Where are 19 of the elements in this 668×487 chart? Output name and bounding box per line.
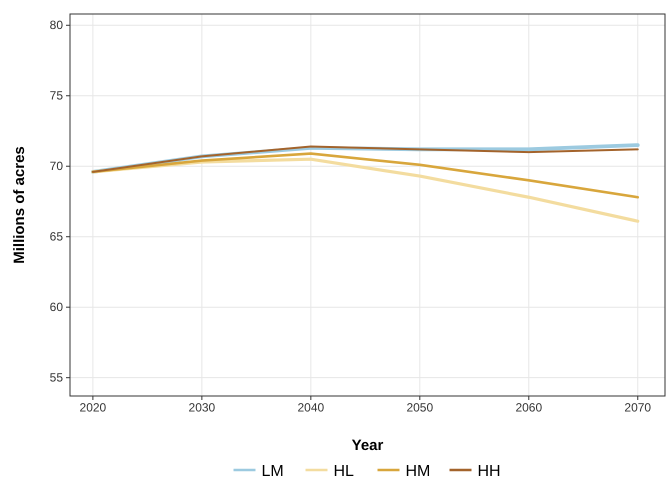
- y-tick-label: 80: [50, 18, 64, 32]
- x-tick-label: 2050: [406, 400, 434, 415]
- y-tick-label: 75: [50, 88, 64, 103]
- y-tick-label: 70: [50, 159, 64, 174]
- legend-label: HM: [406, 463, 430, 480]
- y-tick-label: 60: [50, 300, 64, 314]
- x-tick-label: 2070: [624, 400, 652, 415]
- legend-label: LM: [262, 463, 284, 480]
- y-axis-title: Millions of acres: [11, 146, 28, 264]
- x-tick-label: 2020: [80, 400, 107, 415]
- legend-label: HH: [478, 463, 501, 480]
- line-series: [92, 152, 640, 199]
- y-tick-label: 65: [50, 230, 64, 244]
- x-tick-label: 2030: [188, 400, 216, 415]
- x-axis-title: Year: [352, 437, 384, 454]
- legend-label: HL: [334, 463, 354, 480]
- x-tick-label: 2040: [297, 400, 325, 415]
- y-tick-label: 55: [50, 370, 64, 385]
- x-tick-label: 2060: [515, 400, 542, 415]
